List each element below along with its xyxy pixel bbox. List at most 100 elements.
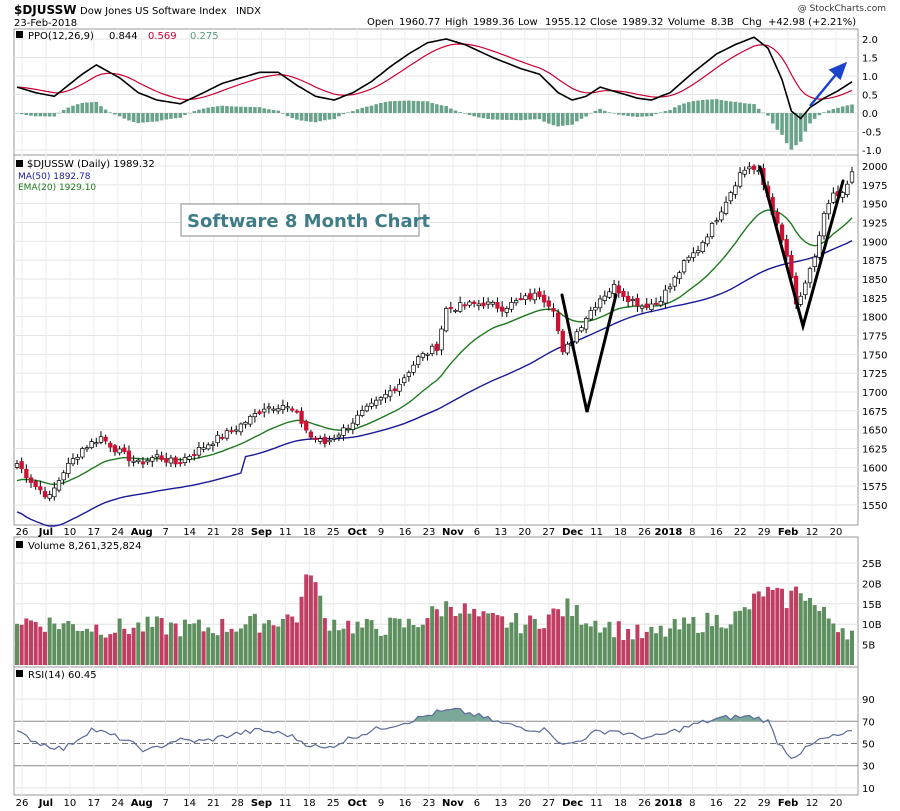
ppo-histogram-bar: [831, 109, 836, 113]
candle-body: [271, 408, 276, 411]
ppo-histogram-bar: [812, 113, 817, 119]
date-label: 10: [64, 527, 77, 538]
candle-body: [649, 303, 654, 310]
ppo-histogram-bar: [822, 112, 826, 113]
candle-body: [416, 356, 421, 365]
ppo-histogram-bar: [61, 109, 66, 113]
volume-bar: [248, 615, 253, 665]
date-label-bottom: 26: [638, 798, 651, 809]
volume-bar: [33, 622, 38, 665]
candle-body: [168, 457, 174, 464]
price-tick-label: 1650: [862, 426, 887, 437]
volume-bar: [518, 633, 523, 665]
volume-bar: [588, 626, 593, 665]
volume-bar: [789, 590, 794, 665]
ppo-tick-label: 2.0: [862, 35, 878, 46]
volume-bar: [341, 628, 346, 665]
ppo-histogram-bar: [285, 113, 290, 117]
date-label: Oct: [348, 527, 367, 538]
volume-bar: [360, 627, 365, 665]
ppo-histogram-bar: [421, 101, 425, 113]
volume-bar: [308, 575, 313, 665]
ppo-histogram-bar: [500, 113, 504, 120]
ppo-histogram-bar: [546, 113, 551, 124]
candle-body: [803, 282, 808, 296]
date-label: 20: [830, 527, 843, 538]
candle-body: [308, 431, 314, 438]
volume-bar: [738, 610, 743, 665]
ppo-histogram-bar: [407, 100, 411, 113]
ppo-histogram-bar: [654, 113, 658, 115]
volume-bar: [537, 628, 542, 665]
ppo-histogram-bar: [150, 113, 155, 122]
candle-body: [481, 302, 486, 307]
date-label-bottom: 7: [162, 798, 168, 809]
volume-bar: [756, 591, 761, 665]
volume-bar: [654, 633, 659, 665]
ppo-histogram-bar: [402, 100, 406, 113]
ppo-signal-value: 0.569: [148, 31, 177, 42]
ppo-histogram-bar: [518, 113, 523, 121]
date-label: 2018: [654, 527, 682, 538]
ppo-histogram-bar: [481, 113, 486, 119]
volume-bar: [752, 593, 757, 665]
candle-body: [472, 301, 477, 304]
ema-label: EMA(20) 1929.10: [18, 183, 96, 193]
open-label: Open: [367, 17, 394, 28]
ppo-histogram-bar: [397, 100, 402, 113]
ppo-histogram-bar: [775, 113, 780, 130]
candle-body: [747, 166, 752, 170]
price-tick-label: 1925: [862, 219, 887, 230]
candle-body: [798, 295, 803, 305]
volume-bar: [355, 621, 360, 665]
candle-body: [499, 306, 505, 312]
ppo-histogram-bar: [602, 110, 607, 113]
volume-bar: [266, 620, 271, 665]
ppo-histogram-bar: [57, 112, 61, 114]
volume-bar: [61, 623, 66, 665]
volume-bar: [322, 618, 327, 665]
volume-bar: [70, 624, 75, 665]
volume-bar: [42, 631, 47, 665]
candle-body: [849, 171, 855, 183]
ppo-histogram-bar: [658, 112, 663, 113]
ppo-histogram-bar: [122, 113, 127, 119]
price-tick-label: 1825: [862, 294, 887, 305]
candle-body: [201, 447, 206, 450]
date-label-bottom: 20: [518, 798, 531, 809]
ema20-line: [16, 209, 853, 486]
date-label: Feb: [778, 527, 798, 538]
ppo-histogram-bar: [719, 100, 724, 113]
ppo-histogram-bar: [574, 113, 579, 122]
candle-body: [47, 494, 52, 499]
volume-bar: [747, 609, 752, 665]
ppo-histogram-bar: [463, 113, 467, 114]
candle-body: [332, 437, 337, 440]
ppo-histogram-bar: [458, 112, 462, 113]
volume-bar: [182, 619, 187, 665]
ppo-histogram-bar: [621, 113, 626, 116]
candle-body: [509, 301, 514, 310]
candle-body: [807, 268, 813, 284]
volume-legend: Volume 8,261,325,824: [16, 541, 142, 552]
candle-body: [154, 454, 160, 458]
volume-bar: [565, 598, 570, 665]
volume-bar: [304, 574, 309, 665]
volume-bar: [402, 627, 407, 665]
volume-bar: [546, 614, 551, 665]
candle-body: [817, 235, 822, 258]
rsi-label: RSI(14) 60.45: [28, 670, 97, 681]
ppo-histogram-bar: [379, 102, 383, 113]
volume-bar: [486, 613, 491, 665]
volume-bar: [388, 617, 393, 665]
candle-body: [555, 312, 561, 332]
candle-body: [588, 310, 593, 320]
ppo-histogram-bar: [365, 106, 369, 113]
volume-bar: [378, 635, 383, 665]
ppo-histogram-bar: [705, 99, 710, 113]
date-label-bottom: 29: [758, 798, 771, 809]
candle-body: [243, 421, 248, 425]
volume-bar: [164, 634, 169, 665]
candle-body: [346, 427, 351, 430]
volume-bar: [117, 618, 122, 665]
